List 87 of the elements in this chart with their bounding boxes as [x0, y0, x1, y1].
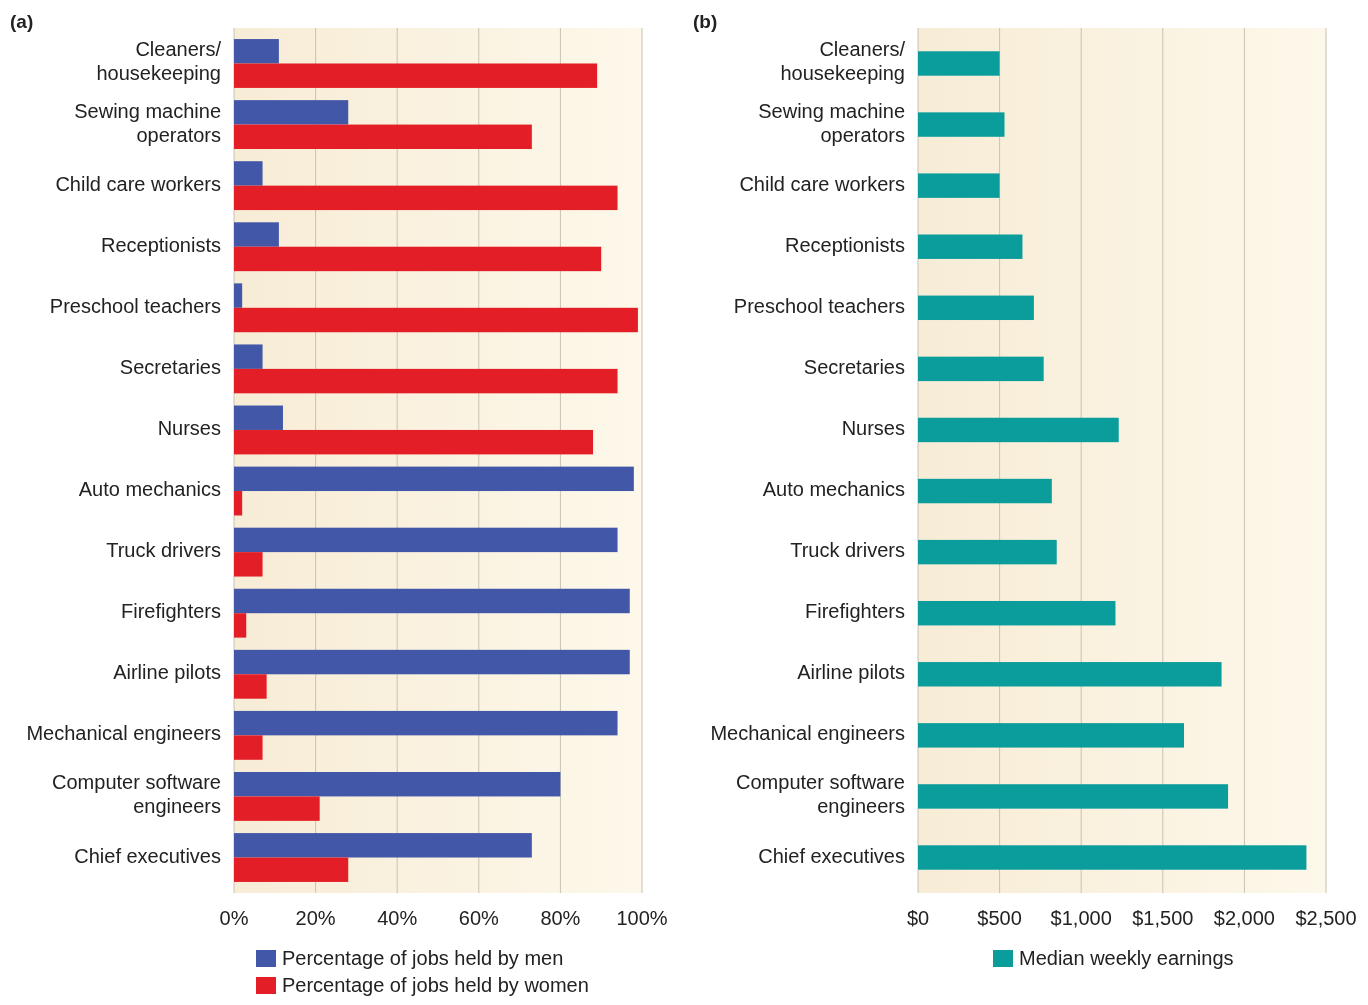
y-tick-label: Preschool teachers — [733, 295, 905, 318]
legend-label: Median weekly earnings — [1019, 947, 1234, 969]
x-tick-label: 20% — [295, 907, 336, 929]
bar — [234, 344, 263, 369]
y-tick-label: Cleaners/ housekeeping — [780, 38, 906, 85]
legend-label: Percentage of jobs held by women — [282, 974, 589, 996]
x-tick-label: $2,500 — [1295, 907, 1357, 929]
bar — [234, 63, 598, 88]
bar — [234, 39, 279, 64]
bar — [918, 723, 1185, 748]
bar — [234, 283, 243, 308]
legend-label: Percentage of jobs held by men — [282, 947, 564, 969]
bar — [918, 173, 1000, 198]
text: (b) — [693, 11, 718, 32]
bar — [918, 112, 1005, 137]
x-tick-label: $1,000 — [1050, 907, 1112, 929]
y-tick-label: Receptionists — [784, 234, 905, 256]
y-tick-label: Secretaries — [119, 356, 221, 379]
bar — [234, 649, 630, 675]
bar — [234, 246, 602, 272]
bar — [234, 796, 320, 821]
y-tick-label: Preschool teachers — [49, 295, 221, 318]
x-tick-label: 40% — [377, 907, 418, 929]
y-tick-label: Nurses — [841, 417, 905, 440]
y-tick-label: Truck drivers — [106, 539, 221, 562]
bar — [918, 234, 1023, 259]
bar — [234, 613, 247, 638]
bar — [234, 833, 532, 858]
bar — [234, 735, 263, 760]
bar — [918, 662, 1222, 687]
bar — [918, 600, 1116, 626]
bar — [918, 295, 1034, 321]
y-tick-label: Sewing machine operators — [74, 99, 221, 146]
y-tick-label: Chief executives — [758, 844, 905, 867]
y-tick-label: Firefighters — [120, 600, 221, 623]
bar — [234, 405, 283, 430]
bar — [234, 124, 532, 149]
bar — [234, 161, 263, 186]
y-tick-label: Truck drivers — [790, 539, 905, 562]
x-tick-label: $2,000 — [1213, 907, 1275, 929]
bar — [234, 588, 630, 614]
bar — [918, 417, 1119, 443]
x-tick-label: $1,500 — [1132, 907, 1194, 929]
bar — [234, 185, 618, 211]
bar — [234, 710, 618, 736]
y-tick-label: Computer software engineers — [736, 771, 905, 818]
y-tick-label: Chief executives — [74, 844, 221, 867]
y-tick-label: Firefighters — [804, 600, 905, 623]
bar — [234, 222, 279, 247]
bar — [234, 429, 594, 455]
bar — [918, 51, 1000, 76]
y-tick-label: Airline pilots — [797, 661, 905, 684]
bar — [234, 368, 618, 394]
y-tick-label: Auto mechanics — [78, 478, 221, 501]
y-tick-label: Auto mechanics — [762, 478, 905, 501]
bar — [234, 674, 267, 699]
x-tick-label: 60% — [458, 907, 500, 929]
bar — [234, 857, 349, 882]
bar — [918, 356, 1044, 382]
bar — [918, 478, 1052, 504]
text: (a) — [10, 11, 34, 32]
bar — [234, 100, 349, 125]
x-tick-label: 100% — [616, 907, 668, 929]
y-tick-label: Secretaries — [803, 356, 905, 379]
y-tick-label: Computer software engineers — [52, 771, 221, 818]
y-tick-label: Receptionists — [100, 234, 221, 256]
bar — [234, 772, 561, 797]
bar — [234, 552, 263, 577]
x-tick-label: $500 — [977, 907, 1022, 929]
bar — [234, 466, 634, 492]
bar — [234, 527, 618, 553]
bar — [234, 491, 243, 516]
y-tick-label: Sewing machine operators — [758, 99, 905, 146]
y-tick-label: Airline pilots — [113, 661, 221, 684]
bar — [918, 784, 1229, 809]
y-tick-label: Mechanical engineers — [26, 722, 221, 745]
y-tick-label: Cleaners/ housekeeping — [96, 38, 222, 85]
x-tick-label: 0% — [219, 907, 249, 929]
bar — [918, 539, 1057, 565]
y-tick-label: Nurses — [157, 417, 221, 440]
bar — [234, 307, 638, 333]
x-tick-label: $0 — [906, 907, 930, 929]
bar — [918, 845, 1307, 870]
y-tick-label: Child care workers — [739, 172, 905, 195]
y-tick-label: Child care workers — [55, 172, 221, 195]
y-tick-label: Mechanical engineers — [710, 722, 905, 745]
x-tick-label: 80% — [540, 907, 581, 929]
